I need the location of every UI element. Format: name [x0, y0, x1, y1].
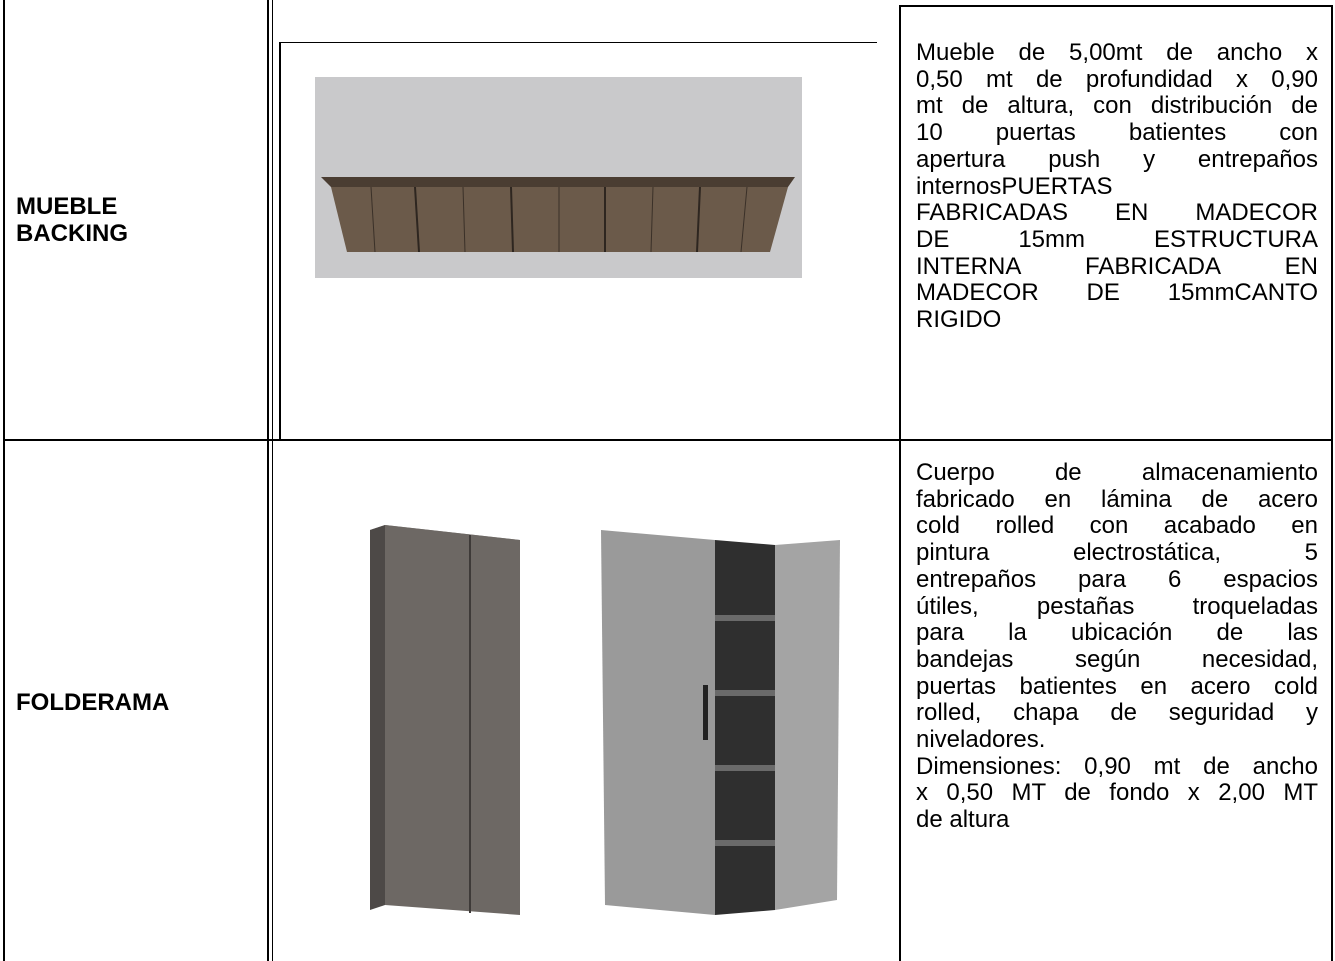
description: Cuerpo de almacenamiento fabricado en lám…: [916, 459, 1318, 834]
text-line: niveladores.: [916, 726, 1046, 754]
text-line: 10 puertas batientes con: [916, 119, 1318, 147]
text-line: FABRICADAS EN MADECOR: [916, 199, 1318, 227]
border: [3, 439, 1333, 441]
row-label: MUEBLE BACKING: [16, 193, 128, 247]
text-line: para la ubicación de las: [916, 619, 1318, 647]
text-line: fabricado en lámina de acero: [916, 485, 1318, 513]
text-line: puertas batientes en acero cold: [916, 672, 1318, 700]
text-line: RIGIDO: [916, 306, 1002, 334]
text-line: mt de altura, con distribución de: [916, 92, 1318, 120]
text-line: MADECOR DE 15mmCANTO: [916, 279, 1318, 307]
text-line: Mueble de 5,00mt de ancho x: [916, 39, 1318, 66]
text-line: entrepaños para 6 espacios: [916, 565, 1318, 593]
row-label: FOLDERAMA: [16, 689, 170, 716]
border: [272, 0, 273, 961]
text-line: pintura electrostática, 5: [916, 539, 1318, 567]
paragraph: Cuerpo de almacenamiento fabricado en lám…: [916, 459, 1318, 754]
frame: [279, 42, 281, 440]
text-line: Dimensiones: 0,90 mt de ancho: [916, 752, 1318, 780]
border: [267, 0, 269, 961]
paragraph: Dimensiones: 0,90 mt de ancho x 0,50 MT d…: [916, 752, 1318, 834]
paragraph: FABRICADAS EN MADECOR DE 15mm ESTRUCTURA I…: [916, 200, 1318, 334]
description: Mueble de 5,00mt de ancho x 0,50 mt de pr…: [916, 39, 1318, 334]
text-line: Cuerpo de almacenamiento: [916, 459, 1318, 486]
text-line: x 0,50 MT de fondo x 2,00 MT: [916, 779, 1318, 807]
text-line: DE 15mm ESTRUCTURA: [916, 225, 1318, 253]
text-line: 0,50 mt de profundidad x 0,90: [916, 65, 1318, 93]
text-line: útiles, pestañas troqueladas: [916, 592, 1318, 620]
text-line: apertura push y entrepaños: [916, 145, 1318, 173]
border: [899, 5, 1333, 7]
text-line: de altura: [916, 806, 1010, 834]
text-line: INTERNA FABRICADA EN: [916, 252, 1318, 280]
border: [1331, 5, 1333, 961]
product-image: [370, 525, 840, 915]
product-image: [315, 77, 802, 278]
border: [3, 0, 5, 961]
border: [899, 5, 901, 961]
text-line: cold rolled con acabado en: [916, 512, 1318, 540]
paragraph: Mueble de 5,00mt de ancho x 0,50 mt de pr…: [916, 39, 1318, 200]
text-line: internosPUERTAS: [916, 172, 1113, 200]
frame: [279, 42, 877, 43]
text-line: bandejas según necesidad,: [916, 645, 1318, 673]
text-line: rolled, chapa de seguridad y: [916, 699, 1318, 727]
